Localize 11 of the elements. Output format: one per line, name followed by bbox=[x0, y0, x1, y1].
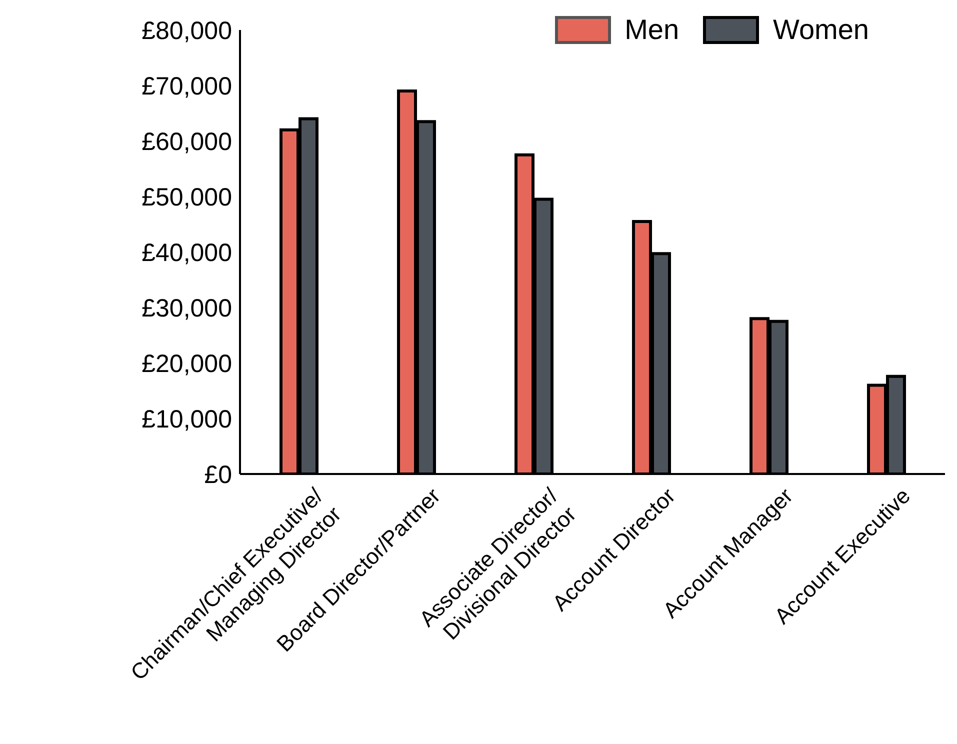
y-tick-label: £30,000 bbox=[142, 294, 232, 322]
legend-label: Women bbox=[773, 14, 869, 46]
y-tick-label: £80,000 bbox=[142, 16, 232, 45]
y-tick-label: £10,000 bbox=[142, 405, 232, 434]
legend-label: Men bbox=[624, 14, 680, 46]
y-tick-label: £40,000 bbox=[142, 238, 232, 267]
y-tick-label: £20,000 bbox=[142, 350, 232, 378]
y-tick-label: £60,000 bbox=[142, 128, 232, 156]
y-tick-label: £50,000 bbox=[142, 183, 232, 212]
y-tick-label: £70,000 bbox=[142, 72, 232, 100]
y-tick-label: £0 bbox=[204, 460, 232, 489]
